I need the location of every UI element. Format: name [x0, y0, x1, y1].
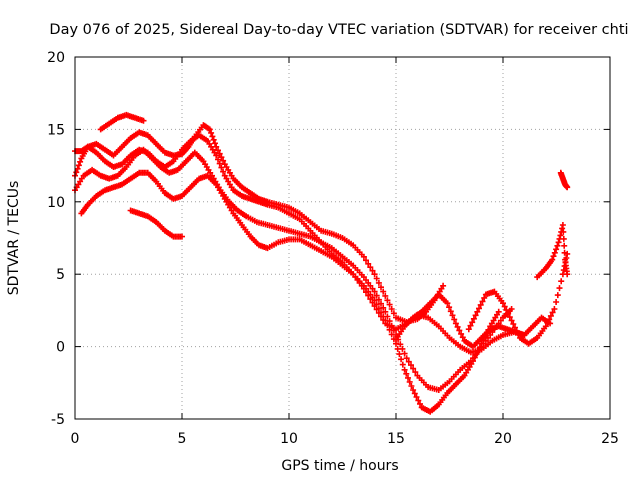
series-track-6: [127, 207, 185, 240]
axis-ticks: 0 5 10 15 20 25 -5 0 5 10 15 20: [47, 50, 619, 447]
x-tick-label: 5: [178, 431, 187, 447]
x-tick-label: 20: [494, 431, 512, 447]
data-points: [72, 111, 571, 415]
y-tick-label: -5: [51, 412, 65, 428]
series-track-8: [534, 222, 571, 281]
y-tick-label: 10: [47, 195, 65, 211]
plot-frame: [74, 56, 611, 420]
x-tick-label: 0: [71, 431, 80, 447]
data-point-markers: [72, 146, 515, 393]
y-tick-label: 5: [56, 267, 65, 283]
y-tick-label: 20: [47, 50, 65, 66]
series-track-10: [393, 291, 554, 350]
data-point-markers: [393, 291, 554, 350]
y-tick-label: 0: [56, 340, 65, 356]
data-point-markers: [534, 222, 571, 281]
series-track-3: [72, 146, 515, 393]
series-track-9: [557, 169, 571, 191]
x-tick-label: 10: [280, 431, 298, 447]
series-track-5: [97, 111, 147, 133]
y-tick-label: 15: [47, 122, 65, 138]
data-point-markers: [127, 207, 185, 240]
data-point-markers: [97, 111, 147, 133]
x-tick-label: 25: [601, 431, 619, 447]
x-axis-label: GPS time / hours: [281, 458, 398, 474]
data-point-markers: [557, 169, 571, 191]
chart-title: Day 076 of 2025, Sidereal Day-to-day VTE…: [49, 22, 628, 38]
y-axis-label: SDTVAR / TECUs: [6, 181, 22, 296]
x-tick-label: 15: [387, 431, 405, 447]
